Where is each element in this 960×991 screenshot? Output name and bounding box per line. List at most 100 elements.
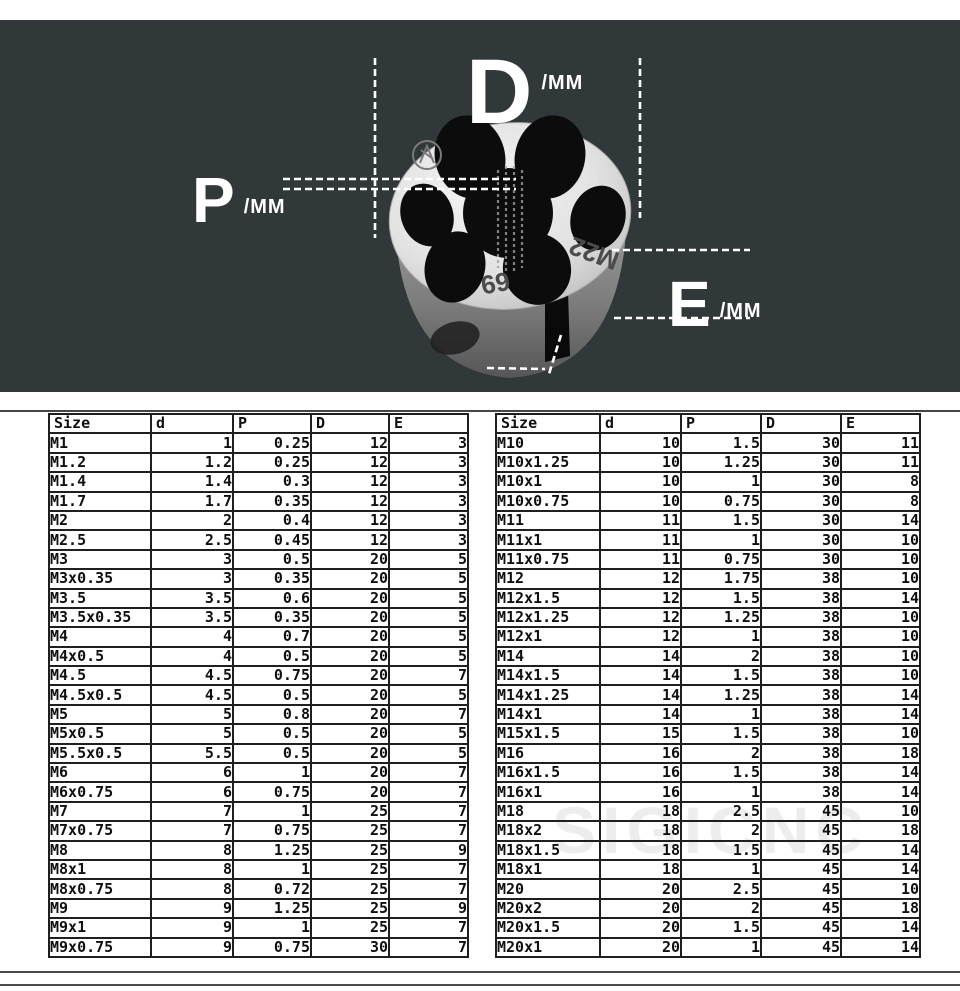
table-row: M10 10 1.5 30 11 [495, 432, 921, 454]
size-cell: M20x1 [495, 936, 601, 958]
table-row: M14x1 14 1 38 14 [495, 703, 921, 726]
value-cell: 18 [599, 800, 682, 823]
value-cell: 7 [388, 936, 469, 958]
value-cell: 9 [150, 936, 234, 958]
value-cell: 12 [310, 490, 390, 512]
table-row: M9 9 1.25 25 9 [48, 897, 469, 920]
die-code-marking: 69 [479, 266, 513, 301]
size-cell: M14x1.25 [495, 684, 601, 706]
value-cell: 10 [599, 490, 682, 512]
value-cell: 8 [840, 490, 921, 512]
table-row: M9x0.75 9 0.75 30 7 [48, 936, 469, 958]
size-cell: M16x1 [495, 781, 601, 803]
value-cell: 0.45 [232, 529, 312, 551]
value-cell: 20 [310, 568, 390, 590]
value-cell: 9 [150, 897, 234, 920]
value-cell: 2 [680, 742, 762, 765]
table-row: M1 1 0.25 12 3 [48, 432, 469, 454]
table-row: M14 14 2 38 10 [495, 645, 921, 668]
size-cell: M3.5 [48, 587, 152, 609]
value-cell: 18 [840, 820, 921, 842]
value-cell: 0.75 [680, 548, 762, 571]
die-illustration: M22 69 [283, 58, 750, 378]
value-cell: 0.5 [232, 645, 312, 668]
value-cell: 14 [840, 703, 921, 726]
value-cell: 25 [310, 878, 390, 900]
table-row: M5.5x0.5 5.5 0.5 20 5 [48, 742, 469, 765]
value-cell: 5 [388, 548, 469, 571]
value-cell: 1.4 [150, 471, 234, 493]
size-cell: M18x1.5 [495, 839, 601, 862]
size-cell: M14x1.5 [495, 665, 601, 687]
value-cell: 1.5 [680, 432, 762, 454]
size-cell: M16x1.5 [495, 762, 601, 784]
value-cell: 0.75 [232, 936, 312, 958]
value-cell: 1.75 [680, 568, 762, 590]
value-cell: 20 [310, 645, 390, 668]
value-cell: 14 [840, 917, 921, 939]
value-cell: 3 [388, 451, 469, 474]
table-row: M3.5 3.5 0.6 20 5 [48, 587, 469, 609]
value-cell: 38 [760, 568, 842, 590]
size-cell: M15x1.5 [495, 723, 601, 745]
value-cell: 20 [310, 606, 390, 629]
value-cell: 7 [388, 781, 469, 803]
spec-table-right: Size d P D E M10 10 1.5 30 11 M10x1.25 10 1.25 30 11 M… [495, 412, 921, 958]
value-cell: 45 [760, 917, 842, 939]
size-cell: M1.7 [48, 490, 152, 512]
value-cell: 5 [388, 723, 469, 745]
value-cell: 1.2 [150, 451, 234, 474]
value-cell: 8 [150, 839, 234, 862]
value-cell: 20 [310, 781, 390, 803]
value-cell: 20 [310, 665, 390, 687]
value-cell: 2.5 [680, 878, 762, 900]
table-row: M10x0.75 10 0.75 30 8 [495, 490, 921, 512]
value-cell: 4.5 [150, 684, 234, 706]
value-cell: 3 [388, 529, 469, 551]
value-cell: 2 [150, 509, 234, 532]
size-cell: M10x0.75 [495, 490, 601, 512]
table-row: M11 11 1.5 30 14 [495, 509, 921, 532]
table-row: M2 2 0.4 12 3 [48, 509, 469, 532]
value-cell: 38 [760, 703, 842, 726]
table-row: M20x2 20 2 45 18 [495, 897, 921, 920]
value-cell: 11 [840, 451, 921, 474]
value-cell: 20 [599, 917, 682, 939]
table-row: M1.7 1.7 0.35 12 3 [48, 490, 469, 512]
value-cell: 3 [388, 432, 469, 454]
size-cell: M4.5x0.5 [48, 684, 152, 706]
value-cell: 3 [388, 471, 469, 493]
value-cell: 1 [680, 936, 762, 958]
dimension-label-d: D /MM [466, 46, 583, 138]
die-slit [545, 292, 570, 362]
table-row: M4.5 4.5 0.75 20 7 [48, 665, 469, 687]
value-cell: 1 [680, 858, 762, 881]
table-row: M10x1 10 1 30 8 [495, 471, 921, 493]
value-cell: 20 [310, 723, 390, 745]
value-cell: 30 [760, 451, 842, 474]
value-cell: 14 [599, 665, 682, 687]
table-row: M18x1.5 18 1.5 45 14 [495, 839, 921, 862]
value-cell: 8 [840, 471, 921, 493]
size-cell: M3 [48, 548, 152, 571]
value-cell: 0.75 [680, 490, 762, 512]
value-cell: 3 [150, 548, 234, 571]
value-cell: 9 [388, 839, 469, 862]
value-cell: 0.25 [232, 432, 312, 454]
column-header-e: E [840, 412, 921, 435]
value-cell: 0.72 [232, 878, 312, 900]
value-cell: 0.7 [232, 626, 312, 648]
value-cell: 12 [599, 606, 682, 629]
value-cell: 45 [760, 820, 842, 842]
value-cell: 0.35 [232, 568, 312, 590]
column-header-d: d [599, 412, 682, 435]
size-cell: M6x0.75 [48, 781, 152, 803]
divider-line-bottom-2 [0, 984, 960, 986]
value-cell: 38 [760, 723, 842, 745]
value-cell: 5 [388, 645, 469, 668]
value-cell: 30 [760, 548, 842, 571]
size-cell: M1.4 [48, 471, 152, 493]
table-row: M6 6 1 20 7 [48, 762, 469, 784]
dimension-unit-p: /MM [243, 196, 286, 218]
dimension-unit-e: /MM [719, 300, 762, 322]
